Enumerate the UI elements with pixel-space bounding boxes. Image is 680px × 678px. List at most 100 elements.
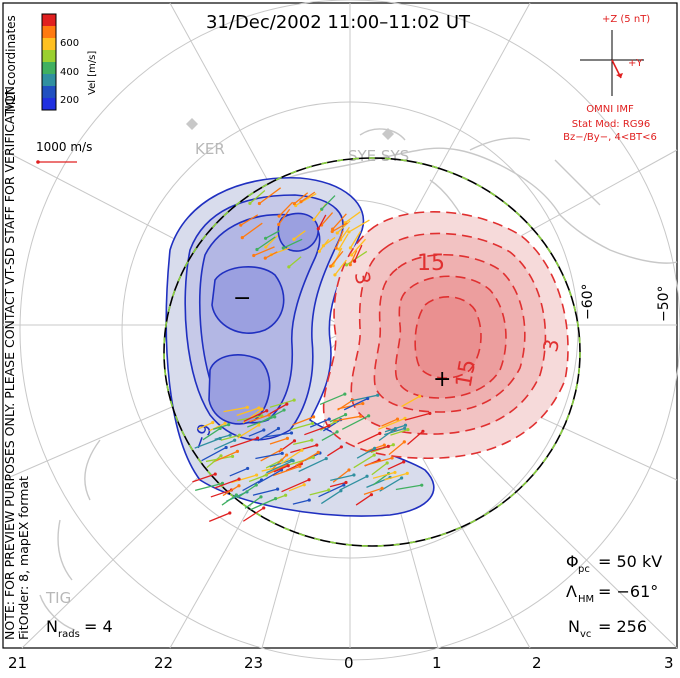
velocity-vector-origin [262,428,266,432]
velocity-vector [292,416,314,426]
island-shape [186,118,198,130]
velocity-vector-origin [315,443,319,447]
velocity-vector-origin [376,393,380,397]
velocity-vector [321,195,336,210]
velocity-vector [237,424,260,439]
velocity-vector-origin [257,406,261,410]
velocity-vector [243,410,268,422]
velocity-vector [348,219,370,233]
colorbar-tick-400: 400 [60,67,79,78]
velocity-vector-origin [285,402,289,406]
velocity-vector-origin [333,273,337,277]
velocity-vector-origin [284,493,288,497]
velocity-vector-origin [334,246,338,250]
velocity-vector [265,234,279,248]
velocity-vector [214,434,231,440]
colorbar-segment [42,98,56,110]
velocity-vector-origin [289,431,294,435]
stat-nvc: N vc = 256 [568,617,647,640]
velocity-vector [381,418,398,427]
velocity-vector [327,446,342,457]
velocity-vector [395,484,422,491]
velocity-vector-origin [348,246,353,250]
velocity-vector [364,457,393,467]
imf-source: OMNI IMF [586,104,634,115]
velocity-vector [257,409,285,425]
imf-by-label: +Y [628,58,643,69]
velocity-vector [236,407,260,416]
colorbar-segment [42,38,56,50]
velocity-vector-origin [329,264,333,268]
imf-stat-model: Stat Mod: RG96 [572,119,651,130]
velocity-vector-origin [285,453,289,457]
svg-text:vc: vc [580,629,591,640]
velocity-vector [212,450,238,463]
velocity-vector-origin [344,263,349,267]
velocity-vector [384,427,405,436]
velocity-vector [288,256,302,268]
velocity-vector-origin [219,454,223,458]
coordinates-label: MLT coordinates [4,15,18,112]
velocity-vector-origin [307,498,311,502]
velocity-vector [192,473,216,483]
velocity-vector-origin [344,480,348,485]
velocity-vector [248,474,267,483]
velocity-vector [288,484,305,492]
velocity-vector-origin [347,468,351,472]
svg-text:Φ: Φ [566,552,579,571]
velocity-vector [280,449,303,465]
velocity-vector [363,487,383,495]
velocity-vector-origin [276,426,281,431]
velocity-vector [321,212,334,226]
radar-label-ker: KER [195,140,225,158]
mlt-tick-22: 22 [154,654,173,672]
velocity-vector [321,431,338,441]
velocity-vector-origin [380,486,384,490]
velocity-vector [209,422,226,432]
velocity-vector-origin [402,460,406,464]
velocity-vector-origin [339,489,343,493]
velocity-vector [353,454,375,469]
velocity-vector-origin [343,392,347,396]
velocity-vector-origin [335,430,339,434]
velocity-vector-origin [330,229,334,234]
velocity-vector [229,437,258,448]
velocity-vector [201,446,227,462]
colorbar-segment [42,26,56,38]
velocity-vector-origin [263,256,267,260]
velocity-vector [372,471,396,479]
velocity-vector [194,437,221,449]
velocity-vector [252,488,278,496]
positive-contour-label-15a: 15 [417,251,445,276]
fit-order-note: FitOrder: 8, mapEX format [16,476,31,640]
velocity-vector-origin [239,223,243,227]
velocity-vector-origin [316,227,320,231]
velocity-vector-origin [391,443,395,447]
antarctica-coastline [39,128,678,631]
positive-contour-label-3b: 3 [538,337,564,354]
velocity-vector-origin [279,448,283,452]
velocity-vector-origin [342,483,346,487]
velocity-vector-origin [320,207,324,211]
velocity-vector-origin [420,483,424,487]
velocity-vector [222,485,240,497]
mlt-tick-3: 3 [664,654,674,672]
velocity-vector [390,429,409,436]
velocity-vector [349,231,361,249]
radar-label-tig: TIG [45,589,71,607]
svg-text:= 50 kV: = 50 kV [598,552,662,571]
velocity-vector [244,496,262,509]
velocity-vector-origin [292,237,296,241]
velocity-vector [387,461,405,470]
preview-note: NOTE: FOR PREVIEW PURPOSES ONLY. PLEASE … [2,82,17,640]
velocity-vector [249,414,270,423]
svg-text:N: N [568,617,580,636]
velocity-vector [256,236,276,251]
colorbar-segment [42,14,56,26]
velocity-vector [318,484,345,498]
velocity-vector-origin [292,202,296,206]
velocity-vector [229,467,248,477]
velocity-vector-origin [353,259,357,263]
velocity-vector-origin [213,472,217,476]
velocity-vector [293,439,312,446]
